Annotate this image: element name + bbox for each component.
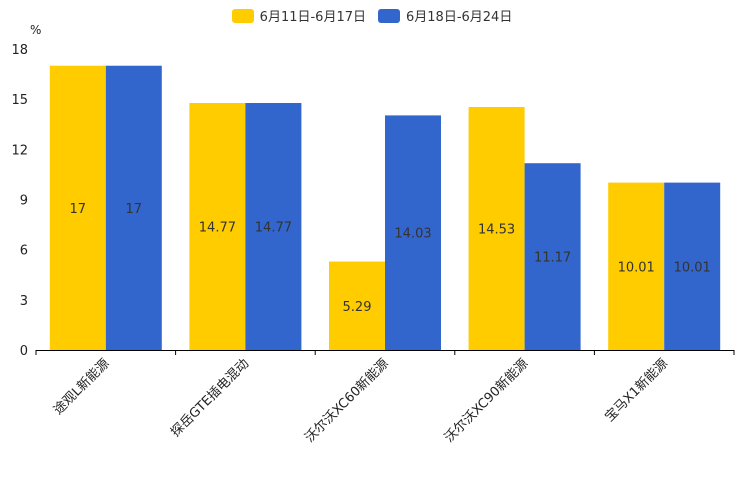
bar-value-label: 5.29	[343, 300, 372, 315]
legend-label-series-2: 6月18日-6月24日	[406, 10, 513, 25]
y-tick-label: 12	[11, 143, 28, 158]
legend-item-series-1[interactable]: 6月11日-6月17日	[231, 6, 366, 25]
bar-value-label: 10.01	[618, 260, 655, 275]
x-category-label: 探岳GTE插电混动	[168, 356, 252, 440]
bar-series-1	[329, 261, 385, 350]
y-tick-label: 6	[20, 244, 28, 259]
bar-series-2	[385, 115, 441, 350]
x-category-label: 途观L新能源	[50, 356, 112, 418]
bar-value-label: 17	[70, 202, 87, 217]
y-tick-label: 0	[20, 344, 28, 359]
bar-series-2	[664, 182, 721, 350]
x-category-label: 沃尔沃XC60新能源	[302, 356, 392, 446]
legend-swatch-series-1	[231, 8, 254, 23]
bar-series-1	[189, 103, 246, 350]
bar-series-1	[468, 107, 525, 350]
bar-value-label: 14.77	[199, 221, 236, 236]
bar-value-label: 11.17	[534, 251, 571, 266]
y-tick-label: 15	[11, 93, 28, 108]
bar-series-2	[245, 103, 302, 350]
bar-series-1	[49, 65, 106, 350]
bar-value-label: 14.77	[255, 221, 292, 236]
y-tick-label: 9	[20, 194, 28, 209]
y-tick-label: 18	[11, 43, 28, 58]
legend-item-series-2[interactable]: 6月18日-6月24日	[378, 6, 512, 25]
legend-label-series-1: 6月11日-6月17日	[259, 10, 366, 25]
legend-swatch-series-2	[378, 8, 400, 23]
x-category-label: 沃尔沃XC90新能源	[441, 356, 531, 446]
bar-series-2	[105, 65, 162, 350]
bar-value-label: 17	[126, 202, 143, 217]
bar-value-label: 14.53	[478, 223, 515, 238]
bar-value-label: 14.03	[394, 227, 431, 242]
y-tick-label: 3	[20, 294, 28, 309]
legend: 6月11日-6月17日 6月18日-6月24日	[0, 6, 744, 25]
x-category-label: 宝马X1新能源	[602, 356, 671, 425]
y-axis-unit-label: %	[30, 23, 41, 37]
bar-series-2	[524, 163, 581, 350]
bar-value-label: 10.01	[674, 260, 711, 275]
bar-series-1	[608, 182, 665, 350]
